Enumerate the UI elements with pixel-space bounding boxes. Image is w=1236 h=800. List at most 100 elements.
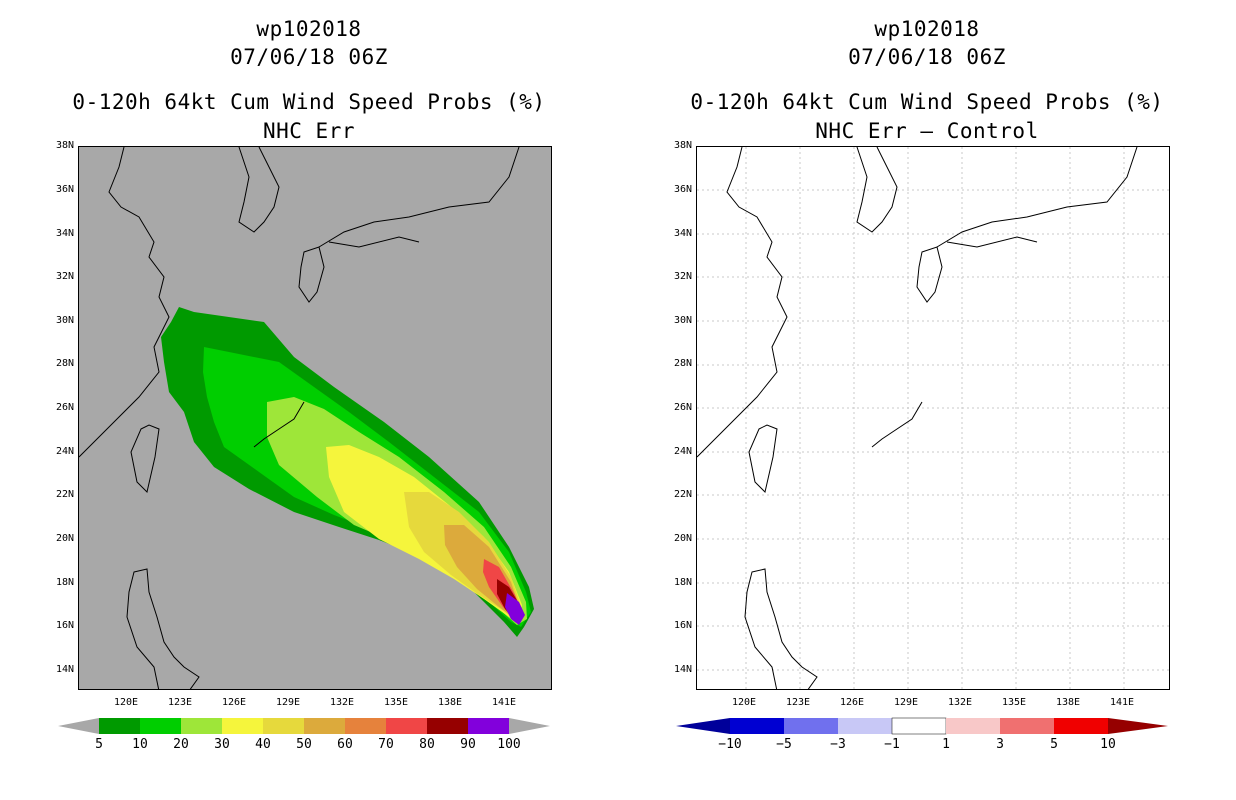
left-colorbar — [58, 718, 550, 734]
colorbar-high-arrow — [1108, 718, 1168, 734]
lat-label: 32N — [673, 271, 692, 282]
lon-label: 135E — [1001, 697, 1027, 708]
lat-label: 20N — [55, 533, 74, 544]
colorbar-swatch-neg3 — [838, 718, 892, 734]
lat-label: 26N — [55, 402, 74, 413]
coast-korea — [856, 147, 898, 233]
coast-ryukyu — [871, 401, 923, 448]
lon-label: 141E — [1109, 697, 1135, 708]
probability-contours — [161, 307, 534, 637]
coastlines — [697, 147, 1138, 689]
left-title-date: 07/06/18 06Z — [230, 45, 388, 69]
colorbar-swatch-5 — [99, 718, 140, 734]
colorbar-swatch-neg1 — [891, 717, 947, 735]
lat-label: 30N — [673, 315, 692, 326]
coast-japan-kyushu — [298, 246, 325, 303]
lat-label: 22N — [55, 489, 74, 500]
left-title-product: 0-120h 64kt Cum Wind Speed Probs (%) — [72, 90, 546, 114]
lon-label: 126E — [221, 697, 247, 708]
lat-label: 30N — [55, 315, 74, 326]
colorbar-swatch-80 — [427, 718, 468, 734]
colorbar-low-arrow — [58, 718, 99, 734]
coast-china — [79, 147, 170, 458]
prob-contour-90 — [505, 593, 525, 625]
colorbar-swatch-20 — [181, 718, 222, 734]
right-title-mode: NHC Err – Control — [815, 119, 1039, 143]
coast-japan-honshu — [318, 147, 520, 248]
lon-label: 120E — [731, 697, 757, 708]
lat-label: 14N — [673, 664, 692, 675]
colorbar-label: −3 — [830, 737, 846, 752]
lat-label: 20N — [673, 533, 692, 544]
coast-taiwan — [748, 424, 778, 493]
right-colorbar — [676, 717, 1168, 735]
colorbar-label: 60 — [337, 737, 353, 752]
colorbar-swatch-70 — [386, 718, 427, 734]
lat-label: 38N — [55, 140, 74, 151]
lat-label: 16N — [55, 620, 74, 631]
colorbar-label: 5 — [95, 737, 103, 752]
lat-label: 28N — [673, 358, 692, 369]
right-map-svg — [697, 147, 1169, 689]
colorbar-label: 10 — [132, 737, 148, 752]
colorbar-label: −5 — [776, 737, 792, 752]
colorbar-label: 20 — [173, 737, 189, 752]
colorbar-label: 40 — [255, 737, 271, 752]
colorbar-swatch-neg10 — [730, 718, 784, 734]
coast-ryukyu — [253, 401, 305, 448]
right-map — [696, 146, 1170, 690]
left-panel: wp102018 07/06/18 06Z 0-120h 64kt Cum Wi… — [55, 17, 552, 752]
left-title-mode: NHC Err — [262, 119, 355, 143]
lat-label: 32N — [55, 271, 74, 282]
lat-label: 28N — [55, 358, 74, 369]
colorbar-swatch-30 — [222, 718, 263, 734]
right-title-date: 07/06/18 06Z — [848, 45, 1006, 69]
lon-label: 123E — [785, 697, 811, 708]
lat-label: 18N — [673, 577, 692, 588]
right-title-product: 0-120h 64kt Cum Wind Speed Probs (%) — [690, 90, 1164, 114]
lat-label: 38N — [673, 140, 692, 151]
colorbar-swatch-pos3 — [1000, 718, 1054, 734]
lon-label: 132E — [947, 697, 973, 708]
colorbar-label: −1 — [884, 737, 900, 752]
lon-label: 138E — [1055, 697, 1081, 708]
lat-label: 24N — [55, 446, 74, 457]
colorbar-label: 30 — [214, 737, 230, 752]
lon-label: 120E — [113, 697, 139, 708]
colorbar-high-arrow — [509, 718, 550, 734]
grid-lines — [697, 147, 1169, 689]
lat-label: 36N — [673, 184, 692, 195]
colorbar-label: 80 — [419, 737, 435, 752]
lat-label: 36N — [55, 184, 74, 195]
lon-label: 135E — [383, 697, 409, 708]
coast-china — [697, 147, 788, 458]
lon-label: 123E — [167, 697, 193, 708]
coast-japan-kyushu — [916, 246, 943, 303]
lat-label: 18N — [55, 577, 74, 588]
colorbar-swatch-50 — [304, 718, 345, 734]
lon-label: 138E — [437, 697, 463, 708]
coastlines — [79, 147, 520, 689]
right-panel: wp102018 07/06/18 06Z 0-120h 64kt Cum Wi… — [618, 0, 1236, 800]
left-map — [78, 146, 552, 690]
coast-luzon — [744, 568, 818, 689]
colorbar-label: 10 — [1100, 737, 1116, 752]
lat-label: 22N — [673, 489, 692, 500]
colorbar-label: 90 — [460, 737, 476, 752]
colorbar-swatch-pos5 — [1054, 718, 1108, 734]
coast-japan-honshu — [936, 147, 1138, 248]
colorbar-swatch-90 — [468, 718, 509, 734]
left-title-id: wp102018 — [256, 17, 362, 41]
lon-label: 129E — [275, 697, 301, 708]
right-title-id: wp102018 — [874, 17, 980, 41]
colorbar-swatch-10 — [140, 718, 181, 734]
colorbar-low-arrow — [676, 718, 730, 734]
colorbar-label: 50 — [296, 737, 312, 752]
lon-label: 132E — [329, 697, 355, 708]
colorbar-swatch-60 — [345, 718, 386, 734]
lon-label: 126E — [839, 697, 865, 708]
lon-label: 129E — [893, 697, 919, 708]
lat-label: 16N — [673, 620, 692, 631]
colorbar-label: 70 — [378, 737, 394, 752]
left-map-svg — [79, 147, 534, 689]
